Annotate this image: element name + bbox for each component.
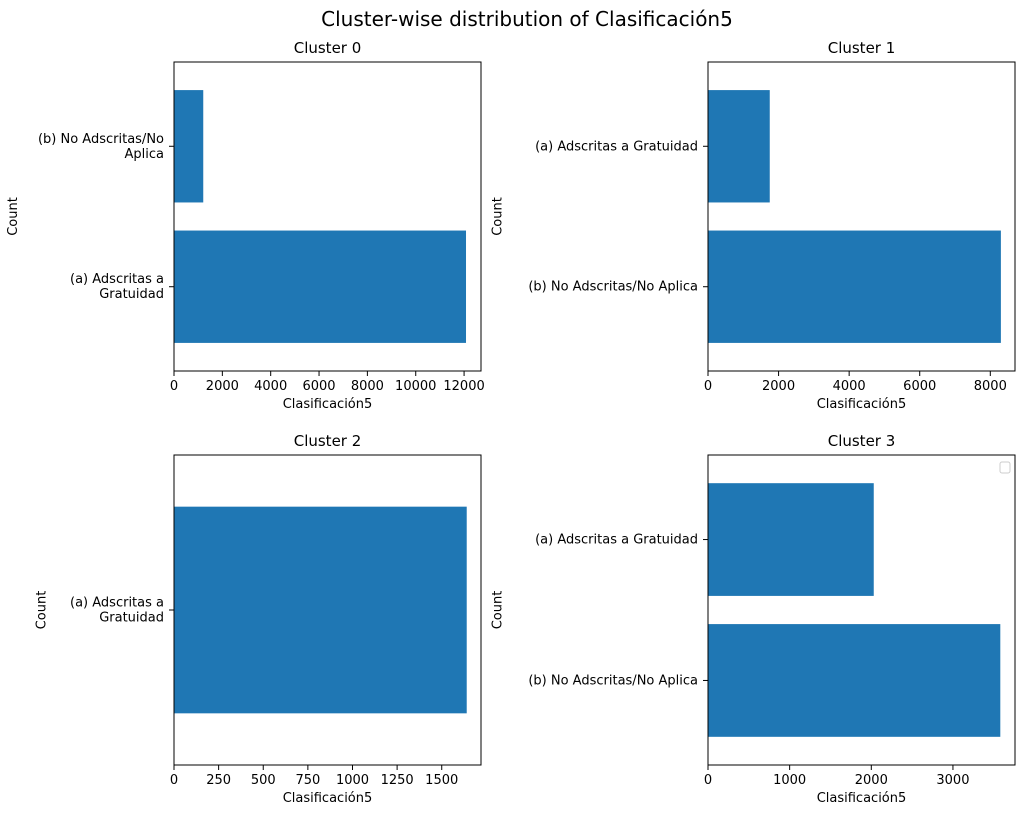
- x-axis-label: Clasificación5: [817, 397, 907, 412]
- bar-0-1: [174, 90, 204, 203]
- y-tick-label: (a) Adscritas a Gratuidad: [535, 533, 698, 548]
- x-tick-label: 2000: [762, 379, 795, 394]
- x-tick-label: 1000: [336, 773, 369, 788]
- y-tick-label: (a) Adscritas a Gratuidad: [535, 139, 698, 154]
- subplot-cluster-2: 0 250 500 750 1000 1250 1500 (a) Adscritas a Gra…: [35, 432, 482, 806]
- y-axis-label: Count: [35, 591, 50, 630]
- x-tick-label: 1000: [773, 773, 806, 788]
- x-tick-label: 12000: [443, 379, 484, 394]
- subplot-title: Cluster 3: [828, 432, 896, 450]
- x-axis-label: Clasificación5: [817, 791, 907, 806]
- bar-3-1: [708, 483, 874, 596]
- x-axis-label: Clasificación5: [283, 791, 373, 806]
- y-tick-label: (b) No Adscritas/No Aplica: [528, 280, 698, 295]
- y-axis-label: Count: [490, 197, 505, 236]
- subplot-cluster-0: 0 2000 4000 6000 8000 10000 12000 (a) Adscritas…: [6, 39, 485, 412]
- x-tick-label: 500: [251, 773, 276, 788]
- x-tick-label: 2000: [855, 773, 888, 788]
- bar-1-1: [708, 90, 770, 203]
- y-tick-label: (b) No Adscritas/No Aplica: [38, 132, 164, 162]
- x-axis-label: Clasificación5: [283, 397, 373, 412]
- x-tick-label: 0: [704, 379, 712, 394]
- x-tick-label: 0: [170, 379, 178, 394]
- bar-1-0: [708, 230, 1001, 343]
- x-tick-label: 8000: [351, 379, 384, 394]
- x-tick-label: 1250: [381, 773, 414, 788]
- subplot-cluster-3: 0 1000 2000 3000 (b) No Adscritas/No Aplica (…: [490, 432, 1016, 806]
- subplot-title: Cluster 2: [294, 432, 362, 450]
- y-tick-label: (a) Adscritas a Gratuidad: [70, 596, 164, 626]
- figure-title: Cluster-wise distribution of Clasificaci…: [321, 7, 733, 31]
- axes-frame: [707, 61, 1016, 372]
- x-tick-label: 250: [206, 773, 231, 788]
- x-tick-label: 6000: [903, 379, 936, 394]
- x-tick-label: 0: [704, 773, 712, 788]
- x-tick-label: 750: [295, 773, 320, 788]
- x-tick-label: 3000: [936, 773, 969, 788]
- y-axis-label: Count: [490, 591, 505, 630]
- y-tick-label: (a) Adscritas a Gratuidad: [70, 272, 164, 302]
- legend-box: [999, 461, 1011, 474]
- y-tick-label: (b) No Adscritas/No Aplica: [528, 673, 698, 688]
- axes-frame: [173, 61, 482, 372]
- bar-0-0: [174, 230, 467, 343]
- x-tick-label: 6000: [302, 379, 335, 394]
- axes-frame: [707, 454, 1016, 766]
- subplot-title: Cluster 1: [828, 39, 896, 57]
- x-tick-label: 0: [170, 773, 178, 788]
- x-tick-label: 4000: [254, 379, 287, 394]
- x-tick-label: 1500: [425, 773, 458, 788]
- bar-3-0: [708, 624, 1001, 737]
- y-axis-label: Count: [6, 197, 21, 236]
- x-tick-label: 8000: [974, 379, 1007, 394]
- x-tick-label: 2000: [206, 379, 239, 394]
- bar-2-0: [174, 506, 467, 714]
- x-tick-label: 10000: [395, 379, 436, 394]
- subplot-cluster-1: 0 2000 4000 6000 8000 (b) No Adscritas/No Apl…: [490, 39, 1016, 412]
- subplot-title: Cluster 0: [294, 39, 362, 57]
- x-tick-label: 4000: [833, 379, 866, 394]
